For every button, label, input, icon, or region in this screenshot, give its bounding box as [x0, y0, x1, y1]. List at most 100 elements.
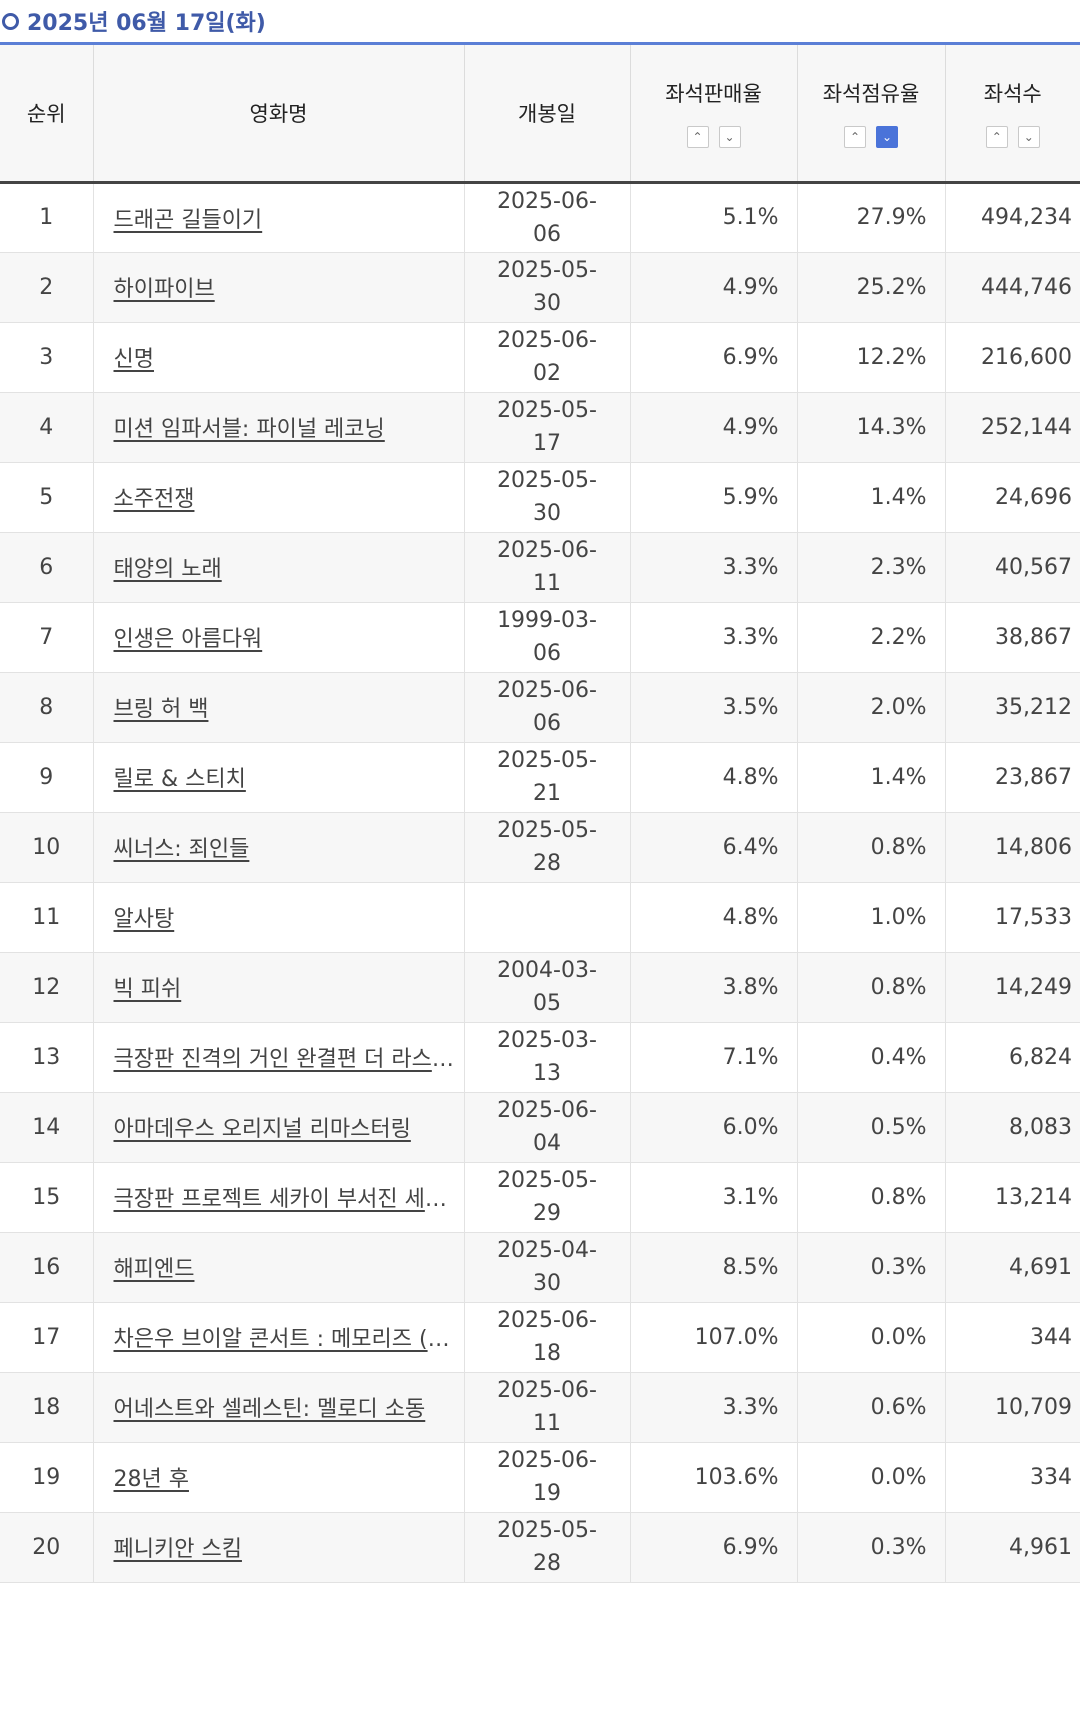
movie-title-link[interactable]: 극장판 진격의 거인 완결편 더 라스트 어택 — [113, 1047, 465, 1072]
movie-title-link[interactable]: 릴로 & 스티치 — [113, 767, 246, 792]
rank-cell: 12 — [0, 952, 93, 1023]
seats-cell: 23,867 — [944, 742, 1080, 813]
seats-cell: 8,083 — [944, 1092, 1080, 1163]
release-date-cell: 2025-05-30 — [463, 462, 630, 533]
movie-title-link[interactable]: 태양의 노래 — [113, 557, 222, 582]
occupancy-cell: 0.6% — [796, 1372, 945, 1443]
title-cell: 해피엔드 — [92, 1232, 464, 1303]
seats-cell: 17,533 — [944, 882, 1080, 953]
movie-title-link[interactable]: 해피엔드 — [113, 1257, 195, 1282]
rank-cell: 10 — [0, 812, 93, 883]
date-header: 2025년 06월 17일(화) — [0, 0, 1080, 45]
movie-title-link[interactable]: 빅 피쉬 — [113, 977, 182, 1002]
release-date-cell: 2025-03-13 — [463, 1022, 630, 1093]
title-cell: 씨너스: 죄인들 — [92, 812, 464, 883]
movie-title-link[interactable]: 드래곤 길들이기 — [113, 207, 263, 233]
movie-title-link[interactable]: 씨너스: 죄인들 — [113, 837, 250, 862]
movie-title-link[interactable]: 인생은 아름다워 — [113, 627, 263, 652]
title-cell: 태양의 노래 — [92, 532, 464, 603]
sort-sales-desc-button[interactable]: ⌄ — [718, 125, 741, 148]
table-row: 16 해피엔드 2025-04-30 8.5% 0.3% 4,691 — [0, 1232, 1080, 1303]
title-cell: 어네스트와 셀레스틴: 멜로디 소동 — [92, 1372, 464, 1443]
sales-rate-cell: 5.9% — [629, 462, 797, 533]
chevron-down-icon: ⌄ — [1023, 129, 1034, 144]
table-row: 7 인생은 아름다워 1999-03-06 3.3% 2.2% 38,867 — [0, 602, 1080, 673]
table-row: 6 태양의 노래 2025-06-11 3.3% 2.3% 40,567 — [0, 532, 1080, 603]
sales-rate-cell: 103.6% — [629, 1442, 797, 1513]
release-date-cell — [463, 882, 630, 953]
release-date-cell: 2025-06-19 — [463, 1442, 630, 1513]
title-cell: 28년 후 — [92, 1442, 464, 1513]
rank-cell: 18 — [0, 1372, 93, 1443]
seats-cell: 334 — [944, 1442, 1080, 1513]
rank-cell: 16 — [0, 1232, 93, 1303]
rank-cell: 11 — [0, 882, 93, 953]
sales-rate-cell: 6.0% — [629, 1092, 797, 1163]
seats-cell: 4,691 — [944, 1232, 1080, 1303]
sales-rate-cell: 6.4% — [629, 812, 797, 883]
table-row: 10 씨너스: 죄인들 2025-05-28 6.4% 0.8% 14,806 — [0, 812, 1080, 883]
movie-title-link[interactable]: 차은우 브이알 콘서트 : 메모리즈 (MEMORIES) — [113, 1327, 465, 1352]
table-header-row: 순위 영화명 개봉일 좌석판매율 ⌃ ⌄ 좌석점유율 ⌃ ⌄ 좌석수 — [0, 45, 1080, 184]
movie-title-link[interactable]: 하이파이브 — [113, 277, 215, 302]
title-cell: 인생은 아름다워 — [92, 602, 464, 673]
rank-cell: 2 — [0, 252, 93, 323]
table-row: 4 미션 임파서블: 파이널 레코닝 2025-05-17 4.9% 14.3% 252,… — [0, 392, 1080, 463]
occupancy-cell: 0.4% — [796, 1022, 945, 1093]
movie-title-link[interactable]: 28년 후 — [113, 1467, 189, 1492]
seats-cell: 344 — [944, 1302, 1080, 1373]
sales-rate-cell: 5.1% — [629, 182, 797, 253]
occupancy-cell: 0.5% — [796, 1092, 945, 1163]
header-sales-rate: 좌석판매율 ⌃ ⌄ — [629, 45, 797, 184]
release-date-cell: 2025-05-21 — [463, 742, 630, 813]
movie-title-link[interactable]: 브링 허 백 — [113, 697, 209, 722]
sort-occupancy-desc-button[interactable]: ⌄ — [876, 125, 898, 148]
seats-cell: 38,867 — [944, 602, 1080, 673]
sales-rate-cell: 3.3% — [629, 532, 797, 603]
movie-title-link[interactable]: 미션 임파서블: 파이널 레코닝 — [113, 417, 385, 442]
rank-cell: 6 — [0, 532, 93, 603]
sales-rate-cell: 4.8% — [629, 742, 797, 813]
occupancy-cell: 0.8% — [796, 1162, 945, 1233]
rank-cell: 17 — [0, 1302, 93, 1373]
seats-cell: 252,144 — [944, 392, 1080, 463]
occupancy-cell: 1.0% — [796, 882, 945, 953]
title-cell: 하이파이브 — [92, 252, 464, 323]
movie-title-link[interactable]: 신명 — [113, 347, 154, 372]
occupancy-cell: 0.0% — [796, 1442, 945, 1513]
title-cell: 극장판 진격의 거인 완결편 더 라스트 어택 — [92, 1022, 465, 1093]
sales-rate-cell: 3.3% — [629, 1372, 797, 1443]
sales-rate-cell: 3.1% — [629, 1162, 797, 1233]
release-date-cell: 2025-05-28 — [463, 812, 630, 883]
movie-title-link[interactable]: 아마데우스 오리지널 리마스터링 — [113, 1117, 411, 1142]
seats-cell: 494,234 — [944, 182, 1080, 253]
sort-occupancy-asc-button[interactable]: ⌃ — [844, 125, 866, 148]
table-row: 18 어네스트와 셀레스틴: 멜로디 소동 2025-06-11 3.3% 0.6% 10… — [0, 1372, 1080, 1443]
release-date-cell: 2025-06-18 — [463, 1302, 630, 1373]
release-date-cell: 2025-06-04 — [463, 1092, 630, 1163]
sort-seats-asc-button[interactable]: ⌃ — [985, 125, 1008, 148]
title-cell: 브링 허 백 — [92, 672, 464, 743]
sort-seats-desc-button[interactable]: ⌄ — [1017, 125, 1040, 148]
occupancy-cell: 2.3% — [796, 532, 945, 603]
chevron-down-icon: ⌄ — [881, 129, 893, 144]
sales-rate-cell: 4.9% — [629, 392, 797, 463]
title-cell: 릴로 & 스티치 — [92, 742, 464, 813]
seats-cell: 40,567 — [944, 532, 1080, 603]
table-row: 3 신명 2025-06-02 6.9% 12.2% 216,600 — [0, 322, 1080, 393]
box-office-table: 순위 영화명 개봉일 좌석판매율 ⌃ ⌄ 좌석점유율 ⌃ ⌄ 좌석수 — [0, 45, 1080, 1583]
seats-cell: 6,824 — [944, 1022, 1080, 1093]
movie-title-link[interactable]: 알사탕 — [113, 907, 175, 932]
movie-title-link[interactable]: 어네스트와 셀레스틴: 멜로디 소동 — [113, 1397, 426, 1422]
seats-cell: 10,709 — [944, 1372, 1080, 1443]
rank-cell: 5 — [0, 462, 93, 533]
movie-title-link[interactable]: 극장판 프로젝트 세카이 부서진 세카이와 전해지지 않는 미쿠의 노래 — [113, 1187, 465, 1212]
title-cell: 페니키안 스킴 — [92, 1512, 464, 1583]
movie-title-link[interactable]: 페니키안 스킴 — [113, 1537, 242, 1562]
title-cell: 신명 — [92, 322, 464, 393]
movie-title-link[interactable]: 소주전쟁 — [113, 487, 195, 512]
release-date-cell: 2025-06-11 — [463, 1372, 630, 1443]
sales-rate-cell: 8.5% — [629, 1232, 797, 1303]
seats-cell: 13,214 — [944, 1162, 1080, 1233]
sort-sales-asc-button[interactable]: ⌃ — [686, 125, 709, 148]
